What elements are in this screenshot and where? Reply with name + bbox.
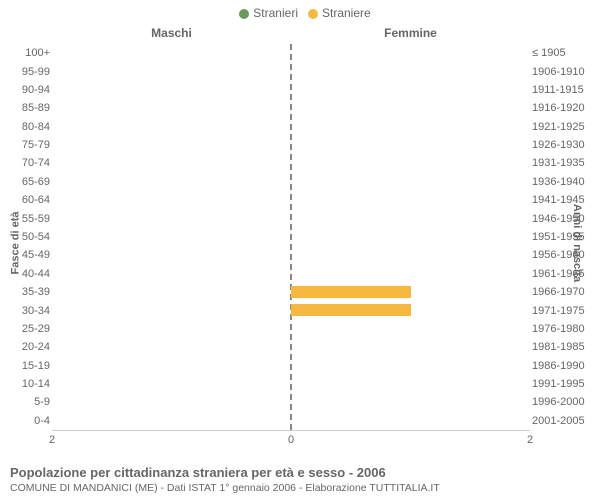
y-label-birth: 1966-1970 — [532, 286, 600, 298]
y-label-age: 100+ — [0, 47, 50, 59]
chart-source: COMUNE DI MANDANICI (ME) - Dati ISTAT 1°… — [10, 482, 590, 494]
y-label-birth: 1906-1910 — [532, 66, 600, 78]
y-label-age: 15-19 — [0, 360, 50, 372]
y-label-birth: 1961-1965 — [532, 268, 600, 280]
y-label-age: 75-79 — [0, 139, 50, 151]
y-axis-age-labels: 100+ 95-99 90-94 85-89 80-84 75-79 70-74 65-69 6… — [0, 44, 50, 430]
x-tick-label: 0 — [288, 434, 294, 446]
y-label-birth: 1921-1925 — [532, 121, 600, 133]
y-label-age: 60-64 — [0, 194, 50, 206]
y-label-birth: 1946-1950 — [532, 213, 600, 225]
y-label-birth: 1981-1985 — [532, 341, 600, 353]
y-label-birth: 1996-2000 — [532, 396, 600, 408]
age-row — [52, 246, 530, 264]
legend-label: Straniere — [322, 6, 371, 20]
subtitle-maschi: Maschi — [72, 26, 272, 40]
y-label-age: 70-74 — [0, 157, 50, 169]
subtitle-femmine: Femmine — [311, 26, 511, 40]
age-row — [52, 338, 530, 356]
plot-area — [52, 44, 530, 431]
population-pyramid-chart: StranieriStraniere Maschi Femmine Fasce … — [0, 0, 600, 500]
y-label-age: 10-14 — [0, 378, 50, 390]
y-label-age: 35-39 — [0, 286, 50, 298]
x-tick-label: 2 — [527, 434, 533, 446]
y-label-age: 50-54 — [0, 231, 50, 243]
y-label-birth: 1956-1960 — [532, 249, 600, 261]
age-row — [52, 265, 530, 283]
legend-dot — [308, 9, 318, 19]
y-label-birth: 1986-1990 — [532, 360, 600, 372]
age-row — [52, 209, 530, 227]
age-row — [52, 118, 530, 136]
age-row — [52, 412, 530, 430]
y-label-birth: 1971-1975 — [532, 305, 600, 317]
age-row — [52, 44, 530, 62]
legend-dot — [239, 9, 249, 19]
y-label-age: 20-24 — [0, 341, 50, 353]
y-label-age: 85-89 — [0, 102, 50, 114]
age-row — [52, 99, 530, 117]
y-label-age: 55-59 — [0, 213, 50, 225]
age-row — [52, 136, 530, 154]
age-row — [52, 81, 530, 99]
y-label-birth: ≤ 1905 — [532, 47, 600, 59]
y-label-birth: 1911-1915 — [532, 84, 600, 96]
age-row — [52, 320, 530, 338]
chart-legend: Stranieri Straniere — [0, 6, 600, 20]
y-label-birth: 2001-2005 — [532, 415, 600, 427]
y-label-birth: 1926-1930 — [532, 139, 600, 151]
age-row — [52, 301, 530, 319]
y-label-age: 90-94 — [0, 84, 50, 96]
y-label-birth: 1936-1940 — [532, 176, 600, 188]
y-label-birth: 1991-1995 — [532, 378, 600, 390]
y-label-birth: 1976-1980 — [532, 323, 600, 335]
age-row — [52, 191, 530, 209]
age-row — [52, 375, 530, 393]
y-label-age: 0-4 — [0, 415, 50, 427]
y-label-age: 30-34 — [0, 305, 50, 317]
y-axis-birth-labels: ≤ 1905 1906-1910 1911-1915 1916-1920 1921-19… — [532, 44, 600, 430]
age-row — [52, 228, 530, 246]
y-label-age: 25-29 — [0, 323, 50, 335]
y-label-birth: 1951-1955 — [532, 231, 600, 243]
bar-female — [291, 286, 411, 298]
age-row — [52, 283, 530, 301]
chart-title: Popolazione per cittadinanza straniera p… — [10, 465, 590, 480]
y-label-birth: 1941-1945 — [532, 194, 600, 206]
legend-label: Stranieri — [253, 6, 298, 20]
bar-female — [291, 304, 411, 316]
y-label-birth: 1916-1920 — [532, 102, 600, 114]
y-label-age: 40-44 — [0, 268, 50, 280]
y-label-age: 65-69 — [0, 176, 50, 188]
chart-footer: Popolazione per cittadinanza straniera p… — [10, 465, 590, 494]
y-label-age: 5-9 — [0, 396, 50, 408]
age-row — [52, 154, 530, 172]
y-label-age: 80-84 — [0, 121, 50, 133]
age-row — [52, 173, 530, 191]
age-row — [52, 393, 530, 411]
age-row — [52, 62, 530, 80]
y-label-age: 45-49 — [0, 249, 50, 261]
y-label-age: 95-99 — [0, 66, 50, 78]
x-tick-label: 2 — [49, 434, 55, 446]
y-label-birth: 1931-1935 — [532, 157, 600, 169]
age-row — [52, 356, 530, 374]
